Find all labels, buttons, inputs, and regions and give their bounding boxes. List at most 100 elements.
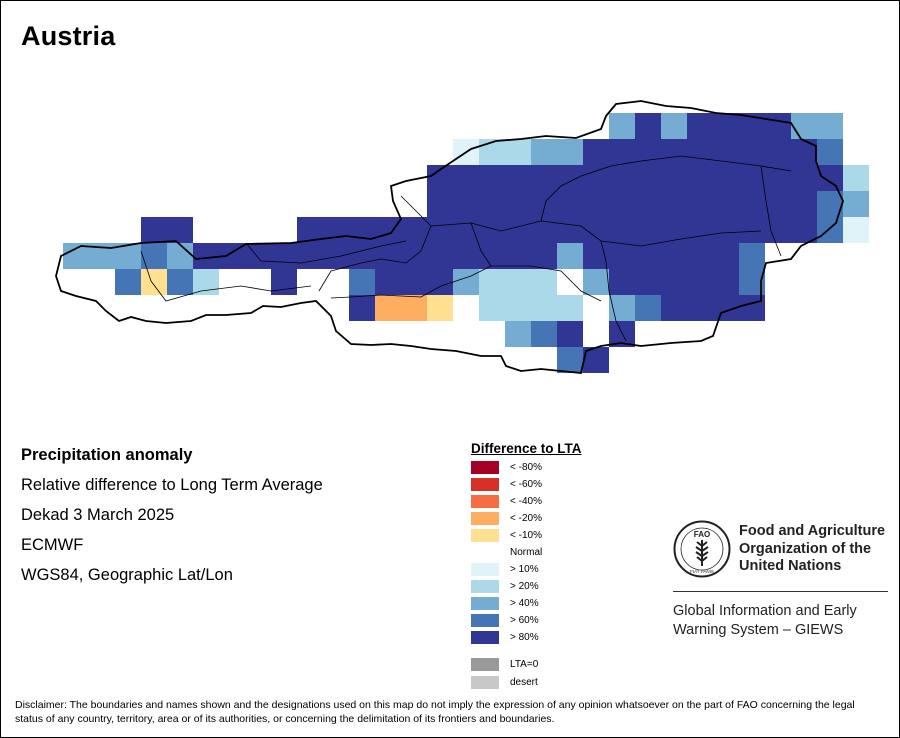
fao-emblem-icon: FAO FIAT PANIS — [673, 520, 731, 578]
legend-swatch — [471, 461, 499, 474]
anomaly-cell — [687, 165, 713, 191]
anomaly-cell — [505, 165, 531, 191]
anomaly-cell — [713, 113, 739, 139]
organization-name-line: Food and Agriculture — [739, 523, 886, 539]
anomaly-cell — [167, 217, 193, 243]
divider — [673, 591, 888, 592]
anomaly-cell — [479, 139, 505, 165]
anomaly-cell — [791, 139, 817, 165]
anomaly-cell — [765, 191, 791, 217]
anomaly-cell — [609, 113, 635, 139]
boundary-line — [400, 195, 762, 247]
anomaly-cell — [479, 191, 505, 217]
anomaly-cell — [635, 139, 661, 165]
anomaly-cell — [739, 243, 765, 269]
anomaly-cell — [609, 139, 635, 165]
boundary-line — [760, 165, 782, 257]
anomaly-cell — [453, 217, 479, 243]
anomaly-cell — [609, 243, 635, 269]
legend-label: < -80% — [510, 462, 542, 473]
anomaly-cell — [817, 139, 843, 165]
anomaly-cell — [479, 295, 505, 321]
legend-label: > 10% — [510, 564, 539, 575]
anomaly-cell — [141, 243, 167, 269]
anomaly-cell — [843, 191, 869, 217]
anomaly-cell — [713, 139, 739, 165]
anomaly-cell — [505, 295, 531, 321]
anomaly-cell — [739, 191, 765, 217]
legend-swatch — [471, 631, 499, 644]
legend-swatch — [471, 580, 499, 593]
anomaly-cell — [687, 217, 713, 243]
anomaly-cell — [713, 165, 739, 191]
anomaly-cell — [713, 243, 739, 269]
anomaly-cell — [505, 191, 531, 217]
anomaly-cell — [531, 295, 557, 321]
anomaly-cell — [427, 217, 453, 243]
legend-swatch — [471, 512, 499, 525]
anomaly-cell — [557, 347, 583, 373]
anomaly-cell — [687, 269, 713, 295]
anomaly-cell — [479, 269, 505, 295]
legend-label: desert — [510, 677, 538, 688]
legend-label: > 80% — [510, 632, 539, 643]
anomaly-cell — [583, 217, 609, 243]
organization-name-line: United Nations — [739, 558, 842, 574]
program-name-line: Global Information and Early — [673, 603, 857, 619]
anomaly-cell — [193, 269, 219, 295]
legend-swatch — [471, 676, 499, 689]
anomaly-cell — [583, 191, 609, 217]
info-line: Relative difference to Long Term Average — [21, 476, 323, 494]
anomaly-cell — [791, 217, 817, 243]
anomaly-cell — [271, 243, 297, 269]
anomaly-cell — [141, 269, 167, 295]
legend-swatch — [471, 597, 499, 610]
anomaly-cell — [765, 113, 791, 139]
anomaly-cell — [583, 295, 609, 321]
anomaly-cell — [661, 113, 687, 139]
anomaly-cell — [635, 269, 661, 295]
anomaly-cell — [817, 217, 843, 243]
anomaly-cell — [297, 243, 323, 269]
legend-label: < -60% — [510, 479, 542, 490]
anomaly-cell — [583, 165, 609, 191]
disclaimer: Disclaimer: The boundaries and names sho… — [15, 699, 855, 725]
anomaly-cell — [609, 191, 635, 217]
legend-swatch — [471, 563, 499, 576]
anomaly-cell — [583, 321, 609, 347]
anomaly-cell — [531, 217, 557, 243]
boundary-line — [245, 240, 407, 264]
anomaly-cell — [427, 269, 453, 295]
legend-title: Difference to LTA — [471, 441, 582, 456]
anomaly-cell — [661, 139, 687, 165]
anomaly-cell — [505, 243, 531, 269]
anomaly-cell — [661, 243, 687, 269]
anomaly-cell — [739, 217, 765, 243]
anomaly-cell — [349, 295, 375, 321]
anomaly-cell — [401, 217, 427, 243]
program-name: Global Information and Early Warning Sys… — [673, 602, 857, 640]
anomaly-cell — [505, 139, 531, 165]
anomaly-cell — [791, 113, 817, 139]
anomaly-cell — [661, 217, 687, 243]
anomaly-cell — [427, 191, 453, 217]
anomaly-map — [55, 100, 869, 374]
anomaly-cell — [817, 113, 843, 139]
legend-label: < -40% — [510, 496, 542, 507]
anomaly-cell — [557, 217, 583, 243]
legend-label: < -20% — [510, 513, 542, 524]
anomaly-cell — [531, 243, 557, 269]
anomaly-cell — [557, 321, 583, 347]
anomaly-cell — [63, 243, 89, 269]
anomaly-cell — [843, 165, 869, 191]
anomaly-cell — [557, 165, 583, 191]
legend-label: > 60% — [510, 615, 539, 626]
anomaly-cell — [531, 269, 557, 295]
anomaly-cell — [531, 321, 557, 347]
anomaly-cell — [531, 191, 557, 217]
legend-label: > 20% — [510, 581, 539, 592]
anomaly-cell — [635, 243, 661, 269]
anomaly-cell — [713, 191, 739, 217]
info-line: Dekad 3 March 2025 — [21, 506, 175, 524]
anomaly-cell — [557, 269, 583, 295]
